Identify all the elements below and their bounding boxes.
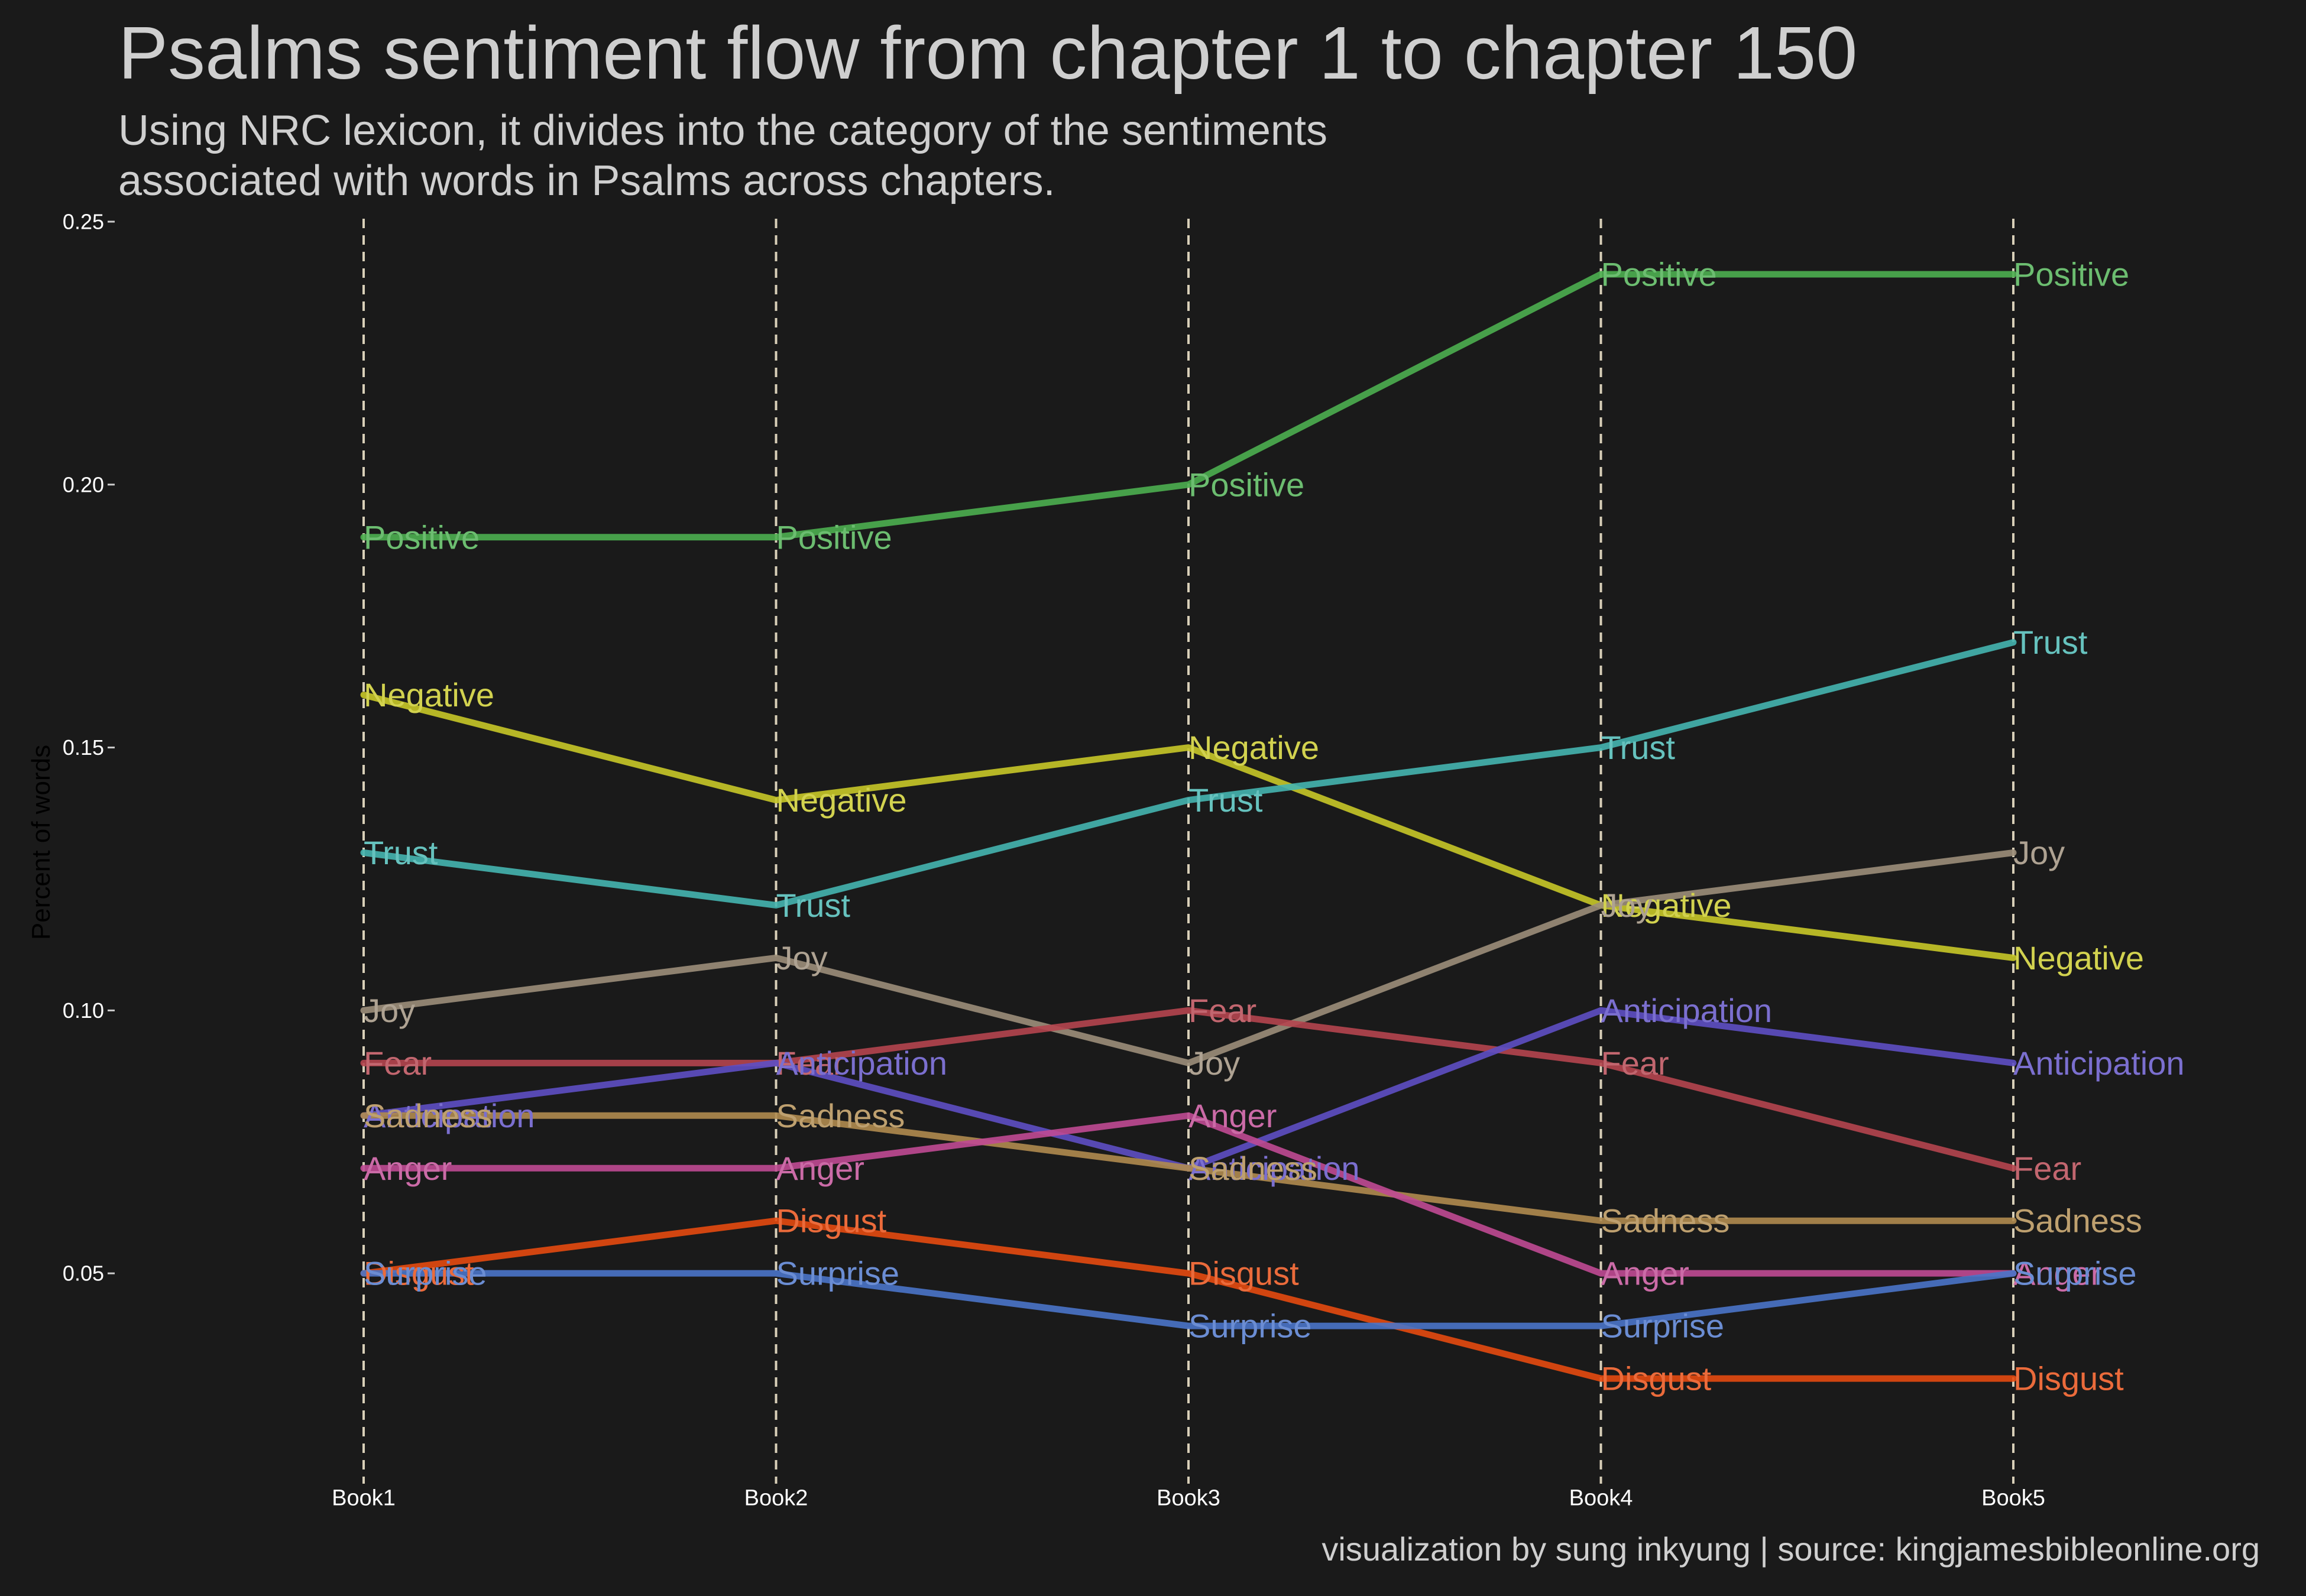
series-label-anger: Anger: [364, 1150, 452, 1187]
series-label-anger: Anger: [2013, 1255, 2101, 1292]
series-label-joy: Joy: [1601, 887, 1653, 924]
series-label-sadness: Sadness: [776, 1097, 905, 1134]
series-label-anticipation: Anticipation: [776, 1044, 948, 1082]
series-line-surprise: [360, 1270, 2017, 1329]
series-label-negative: Negative: [1601, 887, 1732, 924]
series-label-disgust: Disgust: [776, 1202, 887, 1240]
series-label-positive: Positive: [364, 518, 480, 556]
series-label-disgust: Disgust: [2013, 1360, 2124, 1397]
x-axis: Book1 Book2 Book3 Book4 Book5: [332, 1485, 2045, 1510]
x-tick-label-book5: Book5: [1981, 1485, 2045, 1510]
x-tick-label-book3: Book3: [1157, 1485, 1220, 1510]
series-label-negative: Negative: [1188, 729, 1319, 766]
series-label-disgust: Disgust: [1188, 1255, 1299, 1292]
series-line-fear: [360, 1007, 2017, 1172]
series-label-fear: Fear: [776, 1044, 844, 1082]
chart-subtitle-line-2: associated with words in Psalms across c…: [118, 157, 1055, 205]
y-tick-label: 0.10: [63, 998, 104, 1023]
series-label-positive: Positive: [776, 518, 892, 556]
series-label-joy: Joy: [2013, 834, 2065, 871]
y-tick-label: 0.15: [63, 735, 104, 760]
y-axis: 0.05 0.10 0.15 0.20 0.25: [63, 210, 115, 1286]
x-tick-label-book2: Book2: [744, 1485, 808, 1510]
series-label-joy: Joy: [776, 939, 828, 977]
series-label-trust: Trust: [1601, 729, 1676, 766]
series-label-positive: Positive: [1188, 466, 1304, 503]
x-tick-label-book4: Book4: [1569, 1485, 1633, 1510]
series-label-sadness: Sadness: [364, 1097, 493, 1134]
series-label-fear: Fear: [1188, 992, 1256, 1029]
series-label-positive: Positive: [1601, 255, 1717, 293]
series-label-fear: Fear: [364, 1044, 432, 1082]
series-label-disgust: Disgust: [364, 1255, 474, 1292]
chart-caption: visualization by sung inkyung | source: …: [1322, 1530, 2260, 1568]
series-label-surprise: Surprise: [2013, 1255, 2137, 1292]
series-line-anger: [360, 1112, 2017, 1277]
series-label-anger: Anger: [776, 1150, 864, 1187]
series-line-positive: [360, 271, 2017, 541]
series-line-joy: [360, 849, 2017, 1066]
series-label-surprise: Surprise: [776, 1255, 900, 1292]
y-axis-label: Percent of words: [27, 745, 56, 940]
series-line-trust: [360, 639, 2017, 909]
series-label-fear: Fear: [1601, 1044, 1669, 1082]
series-line-negative: [360, 692, 2017, 961]
series-label-negative: Negative: [364, 676, 494, 713]
chart-subtitle-line-1: Using NRC lexicon, it divides into the c…: [118, 107, 1327, 154]
series-label-anger: Anger: [1601, 1255, 1689, 1292]
x-tick-label-book1: Book1: [332, 1485, 396, 1510]
series-label-sadness: Sadness: [1188, 1150, 1317, 1187]
series-label-trust: Trust: [776, 887, 851, 924]
series-line-sadness: [360, 1112, 2017, 1224]
series-label-anger: Anger: [1188, 1097, 1277, 1134]
series-label-joy: Joy: [364, 992, 415, 1029]
y-tick-label: 0.20: [63, 472, 104, 497]
series-label-anticipation: Anticipation: [1601, 992, 1773, 1029]
series-label-anticipation: Anticipation: [364, 1097, 535, 1134]
series-label-sadness: Sadness: [2013, 1202, 2142, 1240]
series-label-trust: Trust: [1188, 781, 1263, 819]
series-label-surprise: Surprise: [1601, 1308, 1725, 1345]
series-label-negative: Negative: [2013, 939, 2144, 977]
y-tick-label: 0.25: [63, 210, 104, 234]
series-labels: Positive Positive Positive Positive Positive…: [364, 255, 2185, 1397]
series-label-joy: Joy: [1188, 1044, 1240, 1082]
series-label-anticipation: Anticipation: [1188, 1150, 1360, 1187]
series-label-disgust: Disgust: [1601, 1360, 1712, 1397]
series-label-sadness: Sadness: [1601, 1202, 1730, 1240]
series-label-trust: Trust: [2013, 624, 2088, 661]
y-tick-label: 0.05: [63, 1261, 104, 1286]
series-lines: [360, 271, 2017, 1382]
series-label-trust: Trust: [364, 834, 438, 871]
series-label-surprise: Surprise: [1188, 1308, 1312, 1345]
series-label-anticipation: Anticipation: [2013, 1044, 2185, 1082]
series-label-surprise: Surprise: [364, 1255, 487, 1292]
series-line-disgust: [360, 1217, 2017, 1382]
series-label-fear: Fear: [2013, 1150, 2081, 1187]
series-label-positive: Positive: [2013, 255, 2129, 293]
series-label-negative: Negative: [776, 781, 907, 819]
chart-title: Psalms sentiment flow from chapter 1 to …: [118, 11, 1857, 95]
